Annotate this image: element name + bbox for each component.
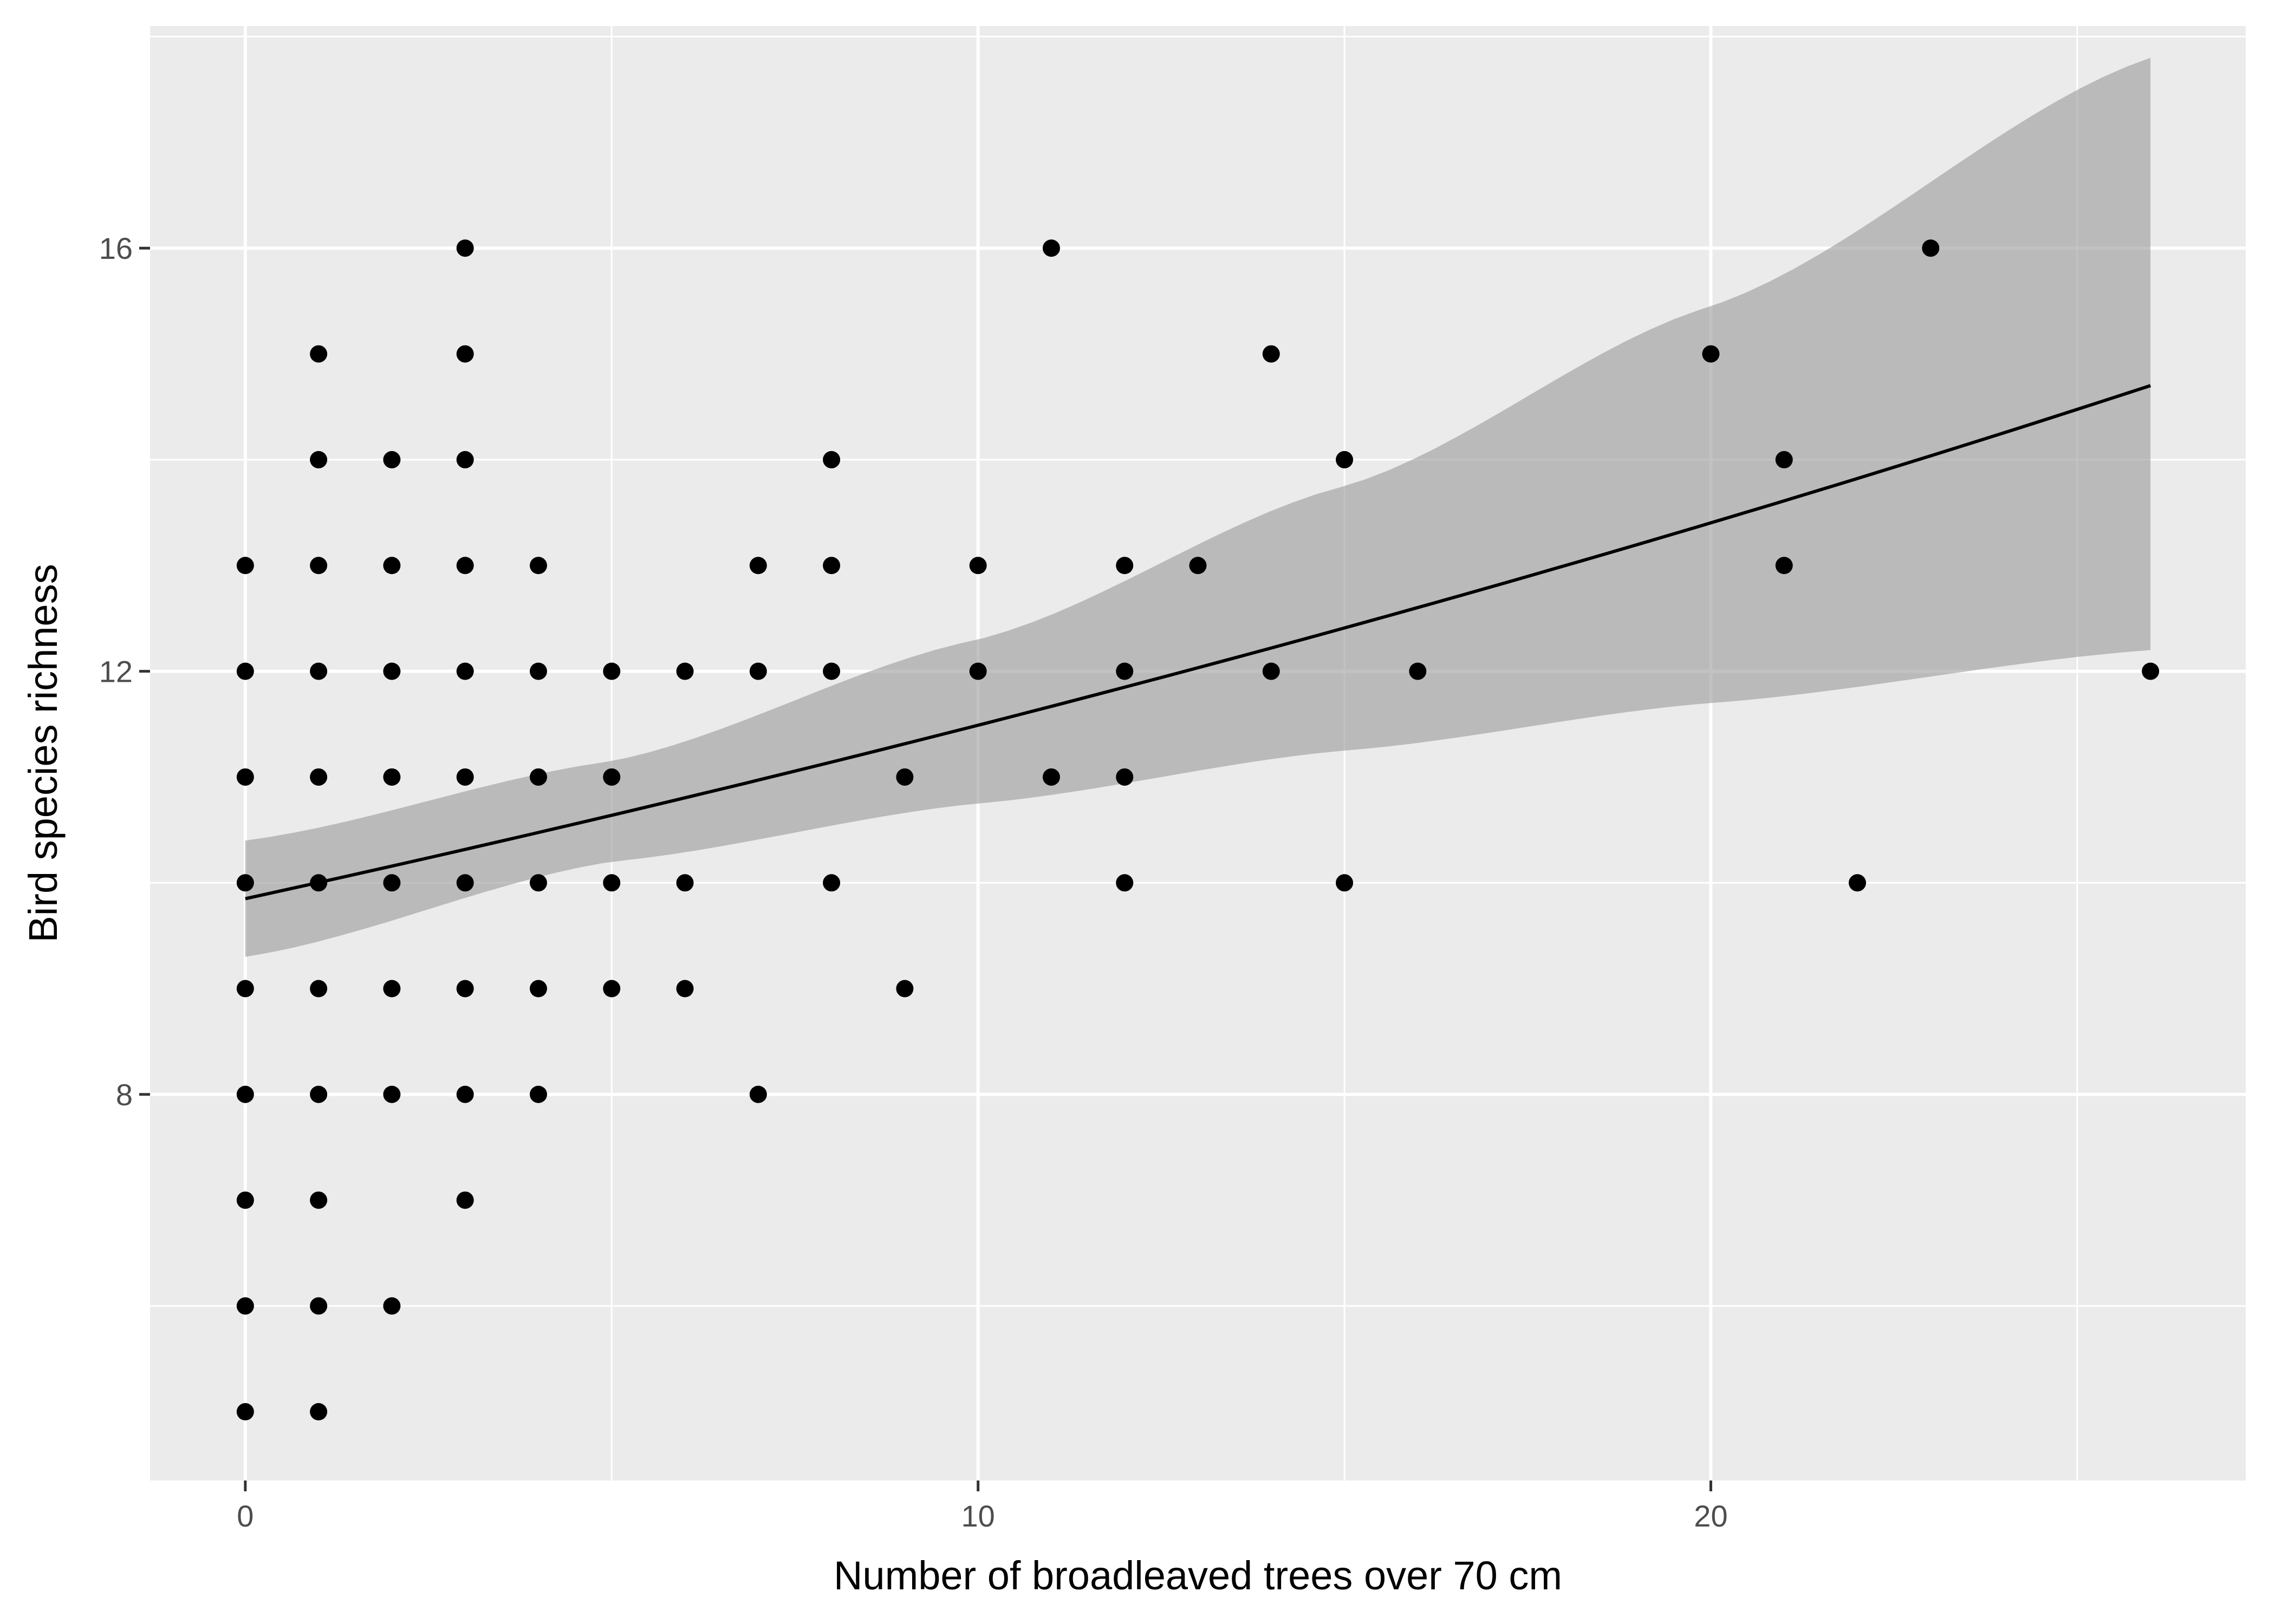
data-point (603, 768, 621, 786)
data-point (383, 662, 401, 680)
data-point (896, 980, 914, 997)
data-point (383, 1297, 401, 1315)
x-axis-ticks: 0 10 20 (237, 1480, 1728, 1533)
data-point (383, 1085, 401, 1103)
data-point (456, 345, 474, 363)
data-point (310, 451, 328, 468)
x-tick-label: 0 (237, 1499, 253, 1533)
data-point (1775, 557, 1793, 575)
data-point (1116, 662, 1134, 680)
data-point (383, 451, 401, 468)
y-axis-ticks: 8 12 16 (99, 231, 150, 1112)
data-point (456, 768, 474, 786)
data-point (1336, 451, 1354, 468)
data-point (383, 557, 401, 575)
data-point (310, 1297, 328, 1315)
data-points (236, 239, 2160, 1421)
data-point (1922, 239, 1940, 257)
data-point (456, 239, 474, 257)
data-point (896, 768, 914, 786)
data-point (1702, 345, 1720, 363)
data-point (529, 980, 547, 997)
x-tick-label: 20 (1694, 1499, 1727, 1533)
data-point (310, 1403, 328, 1421)
data-point (603, 662, 621, 680)
data-point (236, 1297, 254, 1315)
data-point (236, 874, 254, 892)
data-point (383, 980, 401, 997)
data-point (529, 662, 547, 680)
data-point (529, 874, 547, 892)
data-point (676, 980, 694, 997)
data-point (1189, 557, 1207, 575)
data-point (823, 557, 841, 575)
data-point (529, 557, 547, 575)
data-point (383, 874, 401, 892)
data-point (1116, 557, 1134, 575)
data-point (236, 1403, 254, 1421)
data-point (310, 662, 328, 680)
data-point (2142, 662, 2160, 680)
data-point (676, 874, 694, 892)
data-point (236, 768, 254, 786)
data-point (236, 1191, 254, 1209)
y-tick-label: 16 (99, 231, 133, 265)
data-point (1116, 874, 1134, 892)
data-point (823, 874, 841, 892)
confidence-band (245, 57, 2151, 957)
data-point (310, 1191, 328, 1209)
data-point (310, 557, 328, 575)
fit-line (245, 384, 2152, 901)
data-point (310, 345, 328, 363)
data-point (456, 980, 474, 997)
y-axis-title: Bird species richness (21, 564, 66, 942)
data-point (456, 1085, 474, 1103)
data-point (969, 557, 987, 575)
data-point (749, 662, 767, 680)
x-tick-label: 10 (961, 1499, 995, 1533)
x-axis-title: Number of broadleaved trees over 70 cm (834, 1553, 1562, 1598)
data-point (383, 768, 401, 786)
data-point (1042, 768, 1060, 786)
data-point (969, 662, 987, 680)
data-point (310, 980, 328, 997)
data-point (310, 768, 328, 786)
data-point (456, 451, 474, 468)
data-point (1409, 662, 1427, 680)
data-point (603, 980, 621, 997)
data-point (749, 1085, 767, 1103)
y-tick-label: 12 (99, 655, 133, 689)
data-point (1849, 874, 1867, 892)
data-point (1775, 451, 1793, 468)
data-point (456, 662, 474, 680)
data-point (1262, 662, 1280, 680)
y-tick-label: 8 (116, 1078, 133, 1112)
data-point (603, 874, 621, 892)
data-point (529, 1085, 547, 1103)
data-point (529, 768, 547, 786)
data-point (456, 1191, 474, 1209)
data-point (236, 980, 254, 997)
data-point (236, 557, 254, 575)
data-point (1262, 345, 1280, 363)
data-point (823, 662, 841, 680)
data-point (1336, 874, 1354, 892)
data-point (310, 1085, 328, 1103)
data-point (823, 451, 841, 468)
data-point (456, 557, 474, 575)
data-point (456, 874, 474, 892)
data-point (749, 557, 767, 575)
data-point (236, 662, 254, 680)
data-point (1116, 768, 1134, 786)
data-point (236, 1085, 254, 1103)
data-point (676, 662, 694, 680)
data-point (1042, 239, 1060, 257)
